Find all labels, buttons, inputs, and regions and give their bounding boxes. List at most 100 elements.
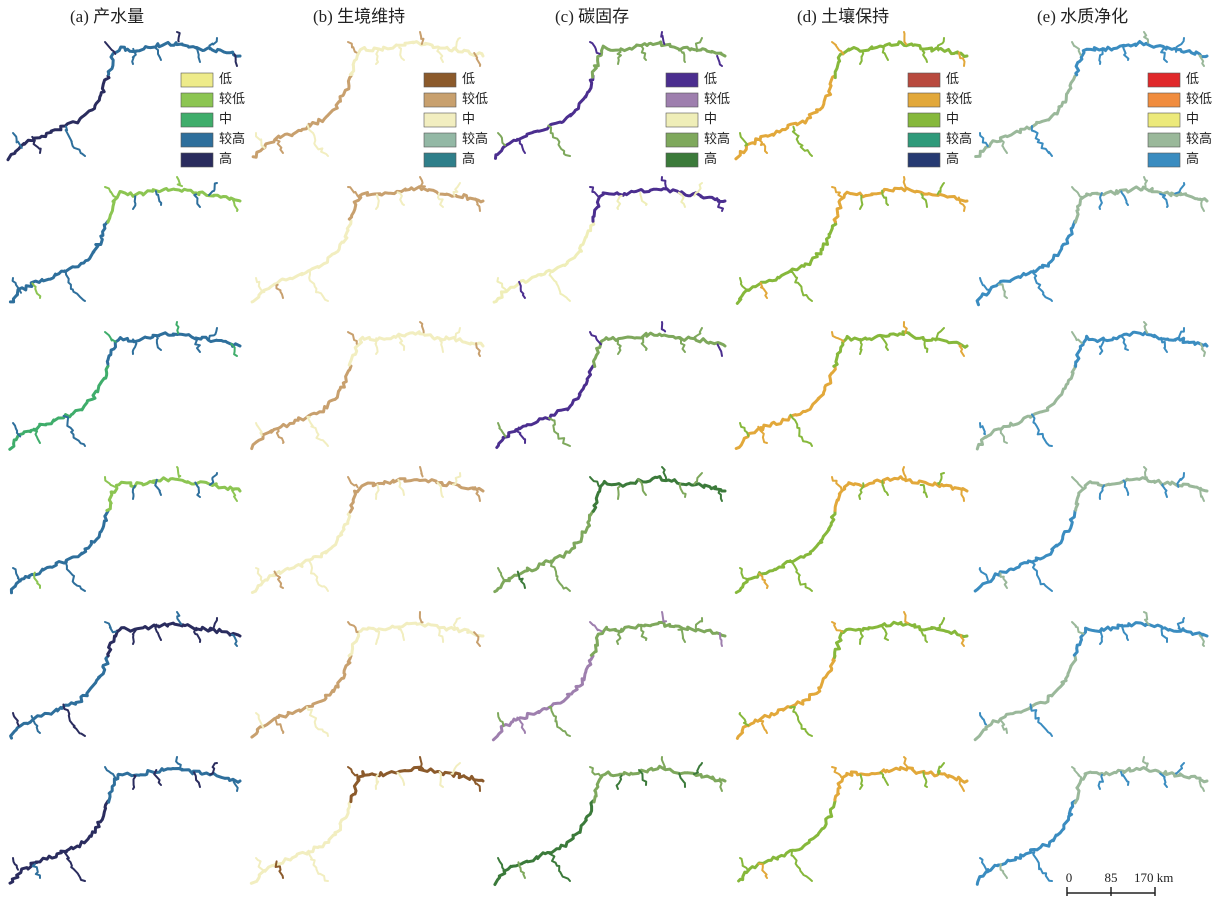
river-branch [154,190,163,206]
river-branch [451,472,462,486]
river-branch [11,277,22,294]
river-branch [193,771,201,788]
river-branch [901,466,907,480]
river-branch [678,772,686,788]
river-branch [789,559,813,592]
river-branch [473,631,481,647]
river-branch [757,862,768,879]
river-branch [879,334,889,351]
river-main [734,74,837,161]
river-main [250,364,353,451]
river-branch [497,857,505,872]
river-branch [661,611,668,623]
river-branch [693,327,703,339]
river-branch [1160,48,1168,63]
river-branch [497,132,507,147]
legend-label: 高 [946,151,959,166]
scale-label: 85 [1105,870,1118,885]
river-map [8,756,242,885]
river-branch [131,629,137,645]
river-branch [589,331,602,346]
river-branch [693,182,703,197]
river-branch [230,633,238,647]
river-branch [193,626,202,643]
river-branch [1071,766,1083,779]
river-branch [880,44,889,61]
river-branch [959,634,965,647]
river-branch [153,769,162,786]
panel-title: (b) 生境维持 [313,7,405,26]
legend-swatch [180,112,214,128]
river-branch [274,715,285,734]
river-branch [375,630,381,645]
river-branch [193,193,201,208]
river-branch [1098,47,1104,65]
river-branch [979,712,988,726]
river-map [492,176,727,304]
legend-swatch [423,92,457,108]
river-branch [1199,486,1205,502]
river-branch [63,269,86,302]
river-branch [1161,483,1168,498]
river-branch [790,850,813,882]
river-branch [548,705,571,737]
river-main [1074,476,1209,512]
legend-label: 中 [462,111,475,126]
river-branch [131,47,137,65]
river-main [734,509,837,594]
legend-label: 低 [219,71,232,86]
river-branch [1032,269,1053,302]
river-branch [999,863,1008,879]
river-main [833,620,969,659]
river-main [833,765,969,802]
river-branch [255,567,264,584]
river-branch [347,476,359,489]
river-branch [694,37,703,53]
river-branch [1099,629,1104,645]
river-branch [1199,197,1205,212]
river-branch [175,321,180,335]
river-branch [418,611,424,624]
legend-swatch [907,72,941,88]
river-branch [1120,190,1129,206]
river-main [1073,185,1209,224]
legend-swatch [423,132,457,148]
legend-swatch [1147,92,1181,108]
scale-label: 170 km [1134,870,1173,885]
river-branch [547,852,571,882]
river-branch [693,472,703,485]
river-branch [921,48,928,63]
river-branch [63,851,86,882]
legend-label: 较高 [219,131,245,146]
river-branch [739,422,750,437]
river-branch [1198,634,1205,647]
river-branch [194,481,201,498]
legend-swatch [1147,152,1181,168]
legend-label: 高 [1186,151,1199,166]
river-main [107,767,242,804]
legend-label: 高 [462,151,475,166]
river-branch [979,277,990,291]
river-branch [176,176,183,188]
legend-swatch [665,132,699,148]
legend-swatch [1147,112,1181,128]
river-branch [919,484,928,498]
river-branch [997,283,1008,299]
river-branch [831,476,843,490]
legend-swatch [907,112,941,128]
river-branch [678,482,687,498]
river-branch [1143,321,1149,334]
river-branch [978,567,989,581]
river-branch [548,270,571,302]
river-branch [881,624,889,641]
river-branch [396,191,405,206]
legend-label: 低 [1186,71,1199,86]
river-branch [306,415,329,447]
river-branch [31,863,41,879]
river-branch [717,199,724,212]
river-branch [957,486,965,502]
river-branch [208,37,218,51]
river-main [105,331,242,366]
legend-swatch [1147,72,1181,88]
river-branch [958,777,965,792]
